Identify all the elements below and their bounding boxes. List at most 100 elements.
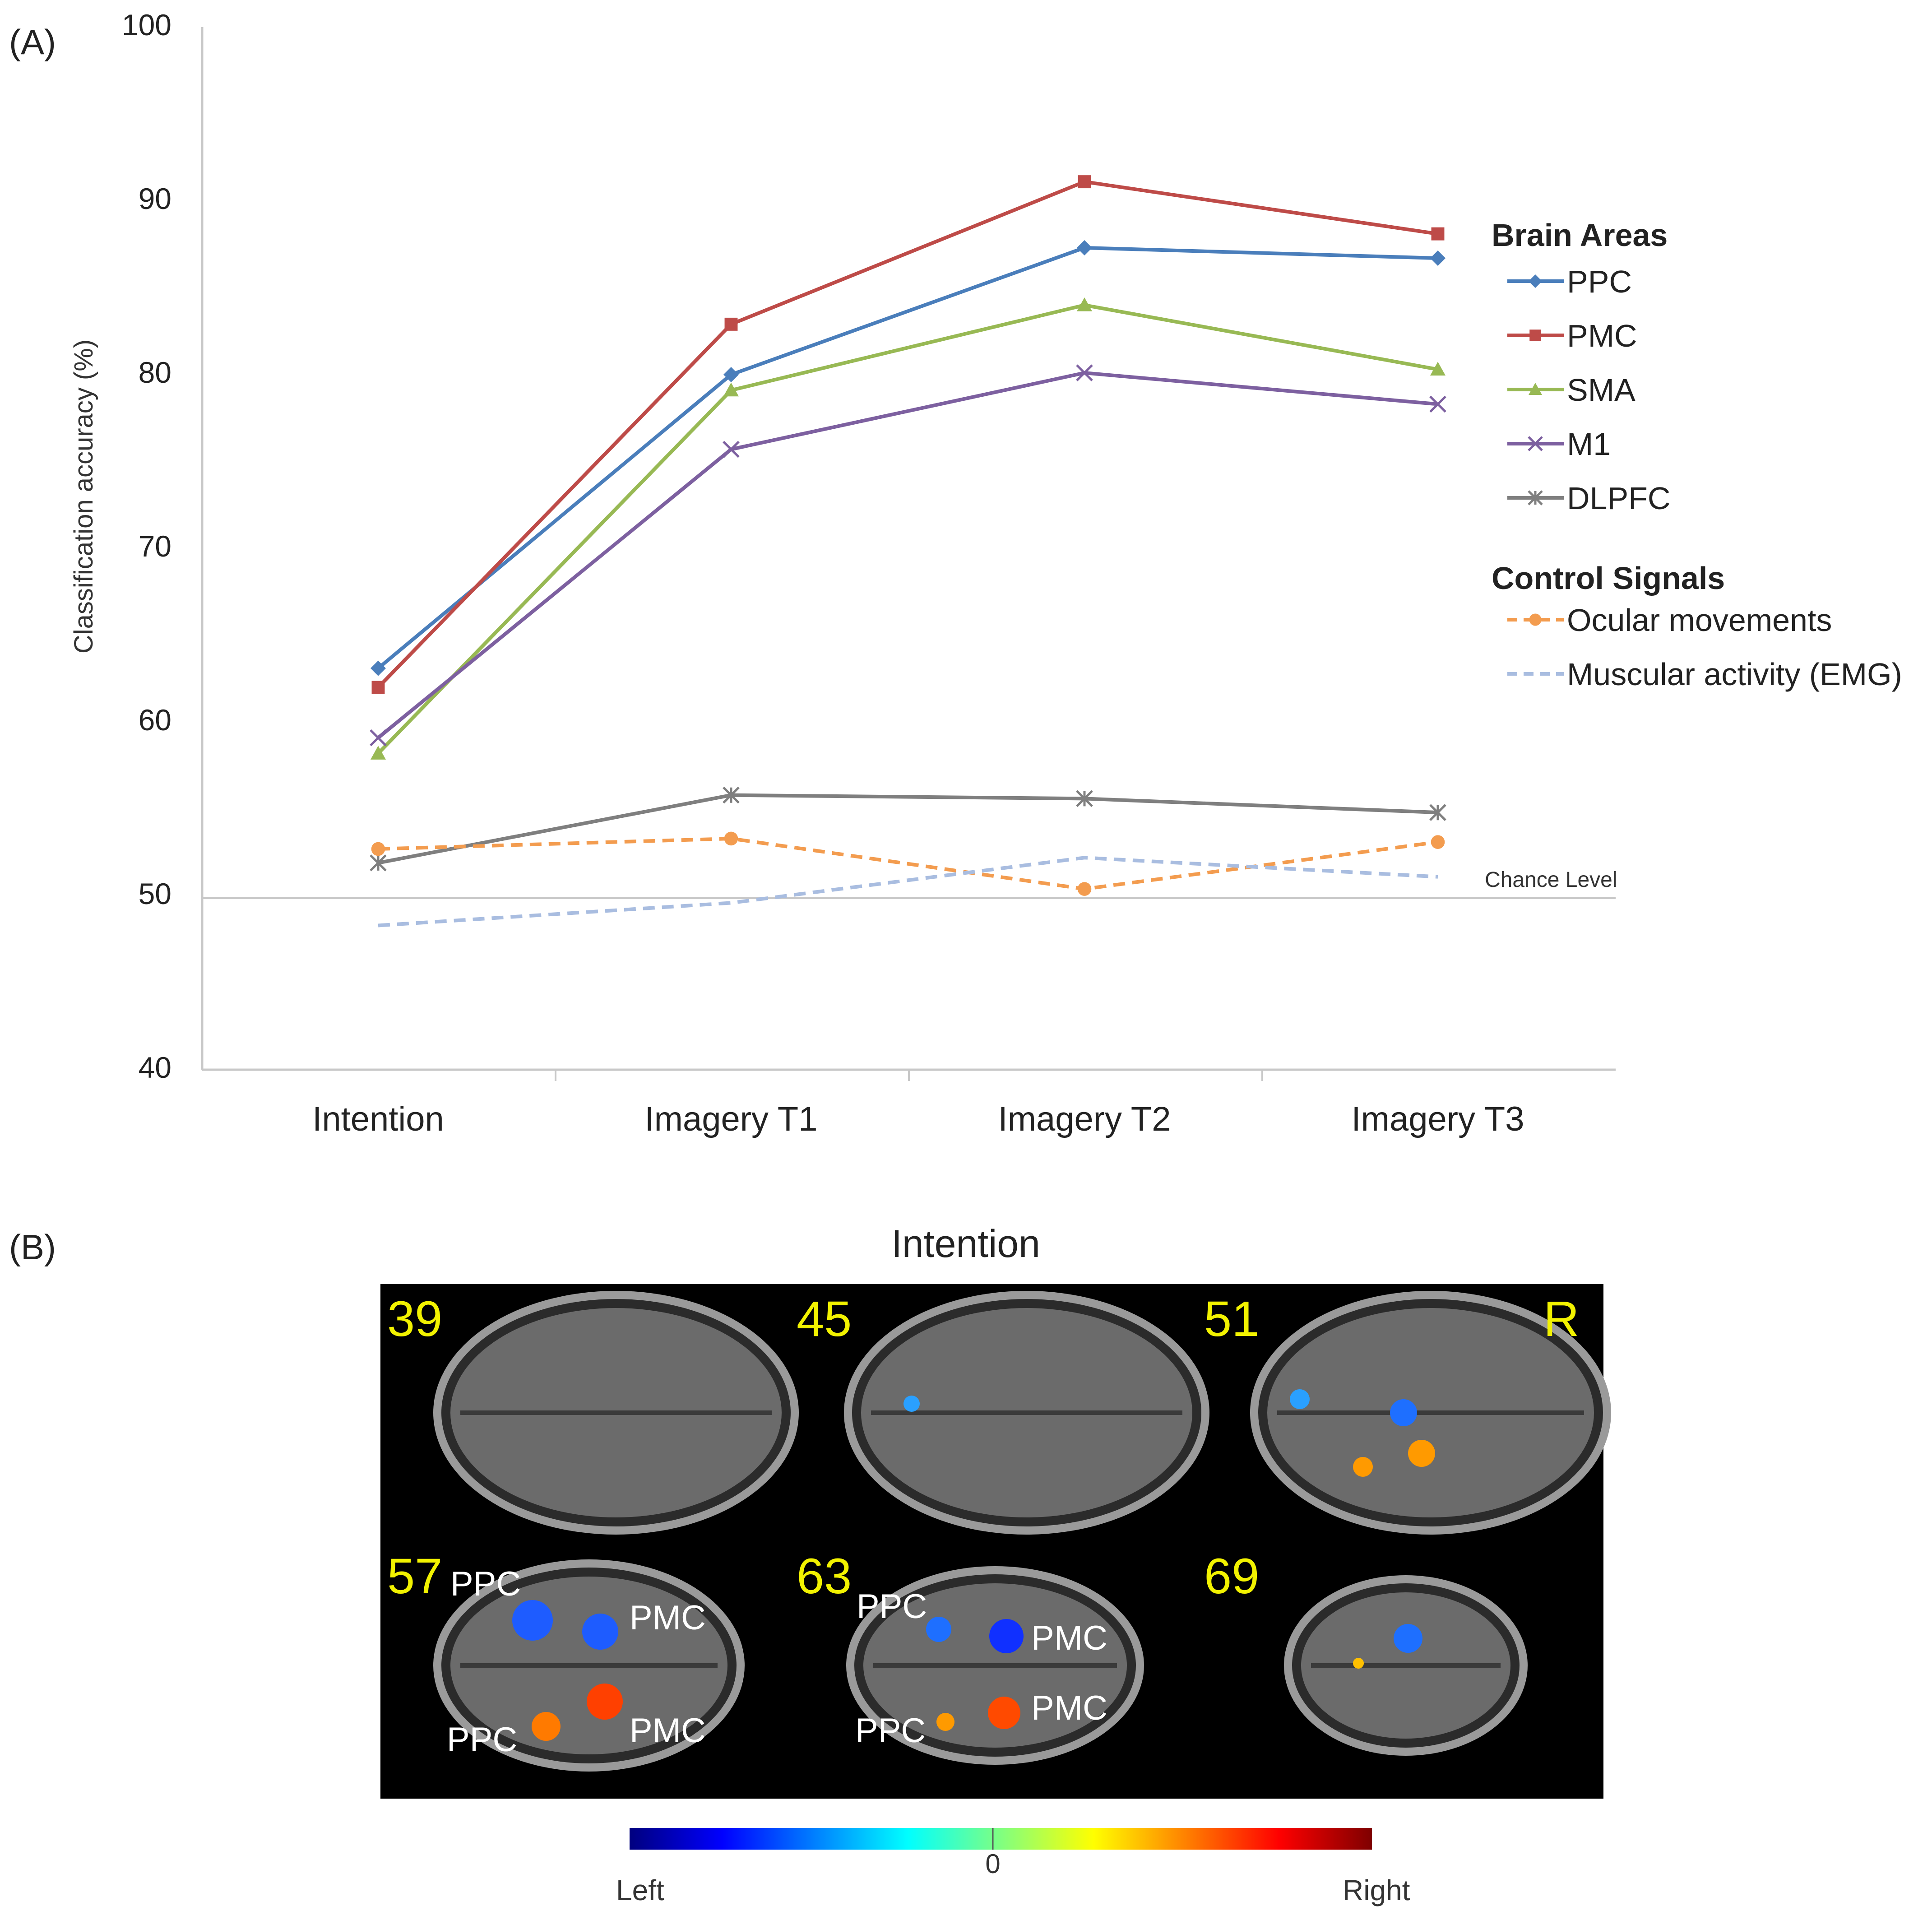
region-label-pmc: PMC: [630, 1712, 706, 1750]
region-label-ppc: PPC: [855, 1712, 926, 1750]
legend-label-pmc: PMC: [1567, 318, 1637, 353]
data-point-ocular-movements: [724, 831, 738, 846]
data-point-sma: [371, 746, 386, 760]
orientation-label: R: [1543, 1291, 1579, 1347]
y-axis-title: Classification accuracy (%): [69, 339, 98, 654]
slice-number-45: 45: [797, 1291, 852, 1347]
data-point-dlpfc: [723, 786, 740, 804]
data-point-dlpfc: [1429, 804, 1446, 821]
legend-label-dlpfc: DLPFC: [1567, 481, 1670, 516]
panel-b-label: (B): [9, 1227, 56, 1267]
y-tick-label: 100: [122, 8, 171, 42]
activation-blob: [936, 1713, 954, 1731]
y-tick-label: 40: [139, 1051, 171, 1084]
region-label-ppc: PPC: [447, 1721, 517, 1759]
colorbar-left-label: Left: [616, 1874, 664, 1906]
x-category-label: Imagery T2: [998, 1100, 1171, 1138]
slice-number-51: 51: [1204, 1291, 1259, 1347]
legend-label-ocular: Ocular movements: [1567, 603, 1832, 638]
data-point-pmc: [371, 681, 385, 694]
series-line-sma: [377, 303, 1438, 755]
legend-label-m1: M1: [1567, 427, 1611, 462]
region-label-pmc: PMC: [630, 1599, 706, 1637]
y-tick-label: 90: [139, 182, 171, 215]
data-point-ppc: [723, 367, 739, 382]
data-point-ppc: [371, 660, 386, 676]
data-point-sma: [1077, 297, 1092, 311]
activation-blob: [988, 1697, 1020, 1729]
legend: Brain Areas Control Signals PPC PMC SMA …: [1492, 218, 1902, 692]
data-point-pmc: [724, 317, 738, 331]
series-line-ppc: [377, 246, 1438, 670]
x-category-label: Imagery T3: [1352, 1100, 1524, 1138]
data-point-ppc: [1077, 240, 1092, 255]
activation-blob: [582, 1614, 618, 1650]
activation-blob: [1408, 1440, 1435, 1467]
data-point-ocular-movements: [1077, 882, 1092, 896]
legend-swatch-marker-m1: [1528, 436, 1543, 451]
colorbar-right-label: Right: [1343, 1874, 1410, 1906]
x-category-label: Imagery T1: [645, 1100, 818, 1138]
series-line-m1: [377, 371, 1438, 739]
data-point-pmc: [1078, 175, 1091, 189]
activation-blob: [512, 1600, 553, 1641]
region-label-ppc: PPC: [857, 1587, 927, 1626]
region-label-pmc: PMC: [1031, 1689, 1107, 1727]
panel-a-label: (A): [9, 22, 56, 62]
legend-label-ppc: PPC: [1567, 264, 1632, 299]
slice-number-39: 39: [387, 1291, 442, 1347]
slice-images: [433, 1291, 1611, 1772]
legend-swatch-marker-ppc: [1529, 274, 1542, 288]
activation-blob: [1290, 1389, 1310, 1409]
data-point-pmc: [1431, 227, 1445, 241]
slice-number-57: 57: [387, 1549, 442, 1604]
y-tick-label: 80: [139, 356, 171, 389]
data-point-m1: [1076, 364, 1093, 381]
series-line-dlpfc: [378, 793, 1438, 865]
x-category-label: Intention: [312, 1100, 444, 1138]
legend-group-title: Control Signals: [1492, 561, 1725, 596]
activation-blob: [587, 1684, 623, 1720]
panel-b-title: Intention: [891, 1222, 1040, 1266]
colorbar: Left 0 Right: [616, 1828, 1410, 1906]
activation-blob: [1394, 1624, 1422, 1653]
data-point-ppc: [1430, 250, 1446, 266]
data-point-ocular-movements: [371, 842, 385, 856]
data-point-ocular-movements: [1431, 835, 1445, 849]
data-point-dlpfc: [370, 854, 387, 872]
colorbar-gradient: [630, 1828, 1372, 1850]
activation-blob: [1353, 1658, 1364, 1669]
brain-slices-panel: 39 45 51 57 63 69 R PPC PMC PPC PMC PPC …: [380, 1284, 1611, 1799]
series-line-ocular-movements: [378, 836, 1438, 891]
line-chart: Chance Level 100 90 80 70 60 50 40 Class…: [69, 8, 1617, 1138]
activation-blob: [1390, 1399, 1417, 1426]
legend-swatches: [1507, 274, 1564, 676]
activation-blob: [989, 1619, 1024, 1653]
data-point-sma: [1430, 362, 1446, 376]
data-point-m1: [723, 441, 740, 458]
slice-number-69: 69: [1204, 1549, 1259, 1604]
slice-number-63: 63: [797, 1549, 852, 1604]
colorbar-center-label: 0: [985, 1849, 1000, 1879]
chance-level-label: Chance Level: [1485, 868, 1617, 892]
series-line-muscular-activity-emg: [378, 856, 1438, 928]
data-point-m1: [370, 729, 387, 747]
data-point-m1: [1429, 395, 1446, 413]
y-tick-label: 60: [139, 703, 171, 737]
series-line-pmc: [377, 180, 1438, 689]
activation-blob: [903, 1396, 920, 1412]
data-point-dlpfc: [1076, 790, 1093, 807]
activation-blob: [1353, 1457, 1373, 1477]
legend-swatch-marker-pmc: [1529, 329, 1541, 341]
legend-swatch-marker-ocular-movements: [1529, 613, 1542, 626]
legend-swatch-marker-dlpfc: [1528, 490, 1543, 506]
activation-blob: [532, 1712, 561, 1741]
activation-blob: [926, 1617, 951, 1642]
legend-swatch-marker-sma: [1529, 383, 1542, 395]
y-tick-label: 50: [139, 877, 171, 910]
region-label-pmc: PMC: [1031, 1619, 1107, 1657]
data-point-sma: [723, 382, 739, 397]
region-label-ppc: PPC: [450, 1565, 521, 1603]
legend-group-title: Brain Areas: [1492, 218, 1668, 253]
